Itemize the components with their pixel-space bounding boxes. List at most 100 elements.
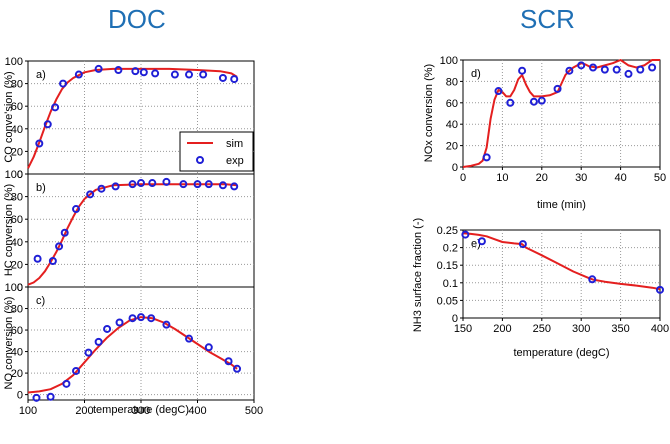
no-panel-label: c) — [36, 295, 45, 307]
nh3-exp-point — [477, 237, 486, 246]
no-exp-point — [185, 334, 194, 343]
nox-exp-point — [589, 63, 598, 72]
co-sim-line — [27, 67, 238, 169]
nh3-panel-label: e) — [471, 238, 481, 250]
nox-panel-label: d) — [471, 68, 481, 80]
hc-exp-point — [148, 179, 157, 188]
nh3-xtick-label: 250 — [533, 323, 551, 335]
hc-exp-point — [218, 181, 227, 190]
no-exp-point — [94, 337, 103, 346]
co-exp-point — [114, 66, 123, 75]
nox-ytick-label: 0 — [452, 162, 458, 174]
no-exp-point — [224, 357, 233, 366]
no-exp-point — [103, 324, 112, 333]
hc-exp-point — [72, 205, 81, 214]
nox-sim-line — [462, 59, 660, 168]
hc-ytick-label: 0 — [17, 282, 23, 294]
nox-ytick-label: 80 — [446, 76, 458, 88]
nox-exp-point — [494, 87, 503, 96]
co-exp-point — [94, 64, 103, 73]
nox-exp-point — [565, 66, 574, 75]
co-panel-label: a) — [36, 69, 46, 81]
hc-ylabel: HC conversion (%) — [3, 184, 15, 276]
hc-exp-point — [128, 180, 137, 189]
co-ytick-label: 40 — [11, 124, 23, 136]
no-ytick-label: 80 — [11, 304, 23, 316]
legend-exp-swatch — [196, 156, 204, 164]
nox-exp-point — [600, 65, 609, 74]
hc-ytick-label: 60 — [11, 214, 23, 226]
hc-panel-label: b) — [36, 182, 46, 194]
no-ytick-label: 60 — [11, 325, 23, 337]
nox-ytick-label: 20 — [446, 141, 458, 153]
scr-heading: SCR — [520, 4, 575, 34]
hc-exp-point — [230, 182, 239, 191]
no-ytick-label: 100 — [5, 282, 23, 294]
hc-exp-point — [97, 184, 106, 193]
nh3-xtick-label: 350 — [611, 323, 629, 335]
no-xtick-label: 300 — [132, 405, 150, 417]
no-ytick-label: 40 — [11, 347, 23, 359]
nh3-ylabel: NH3 surface fraction (-) — [412, 218, 424, 332]
no-exp-point — [162, 320, 171, 329]
legend-box — [179, 131, 254, 172]
no-exp-point — [72, 366, 81, 375]
nh3-xlabel: temperature (degC) — [514, 347, 610, 359]
nh3-xtick-label: 400 — [651, 323, 669, 335]
nox-ytick-label: 40 — [446, 119, 458, 131]
nox-exp-point — [482, 153, 491, 162]
co-ytick-label: 80 — [11, 79, 23, 91]
co-ytick-label: 100 — [5, 56, 23, 68]
co-exp-point — [218, 73, 227, 82]
nox-ylabel: NOx conversion (%) — [423, 64, 435, 162]
hc-exp-point — [179, 180, 188, 189]
hc-exp-point — [55, 242, 64, 251]
nox-xtick-label: 20 — [536, 172, 548, 184]
co-ytick-label: 20 — [11, 146, 23, 158]
co-exp-point — [230, 75, 239, 84]
nox-exp-point — [624, 69, 633, 78]
nox-xtick-label: 50 — [654, 172, 666, 184]
no-exp-point — [62, 379, 71, 388]
nh3-exp-point — [656, 285, 664, 294]
hc-ytick-label: 20 — [11, 259, 23, 271]
nh3-xtick-label: 150 — [454, 323, 472, 335]
nox-xlabel: time (min) — [537, 199, 586, 211]
co-exp-point — [51, 103, 60, 112]
nox-exp-point — [612, 65, 621, 74]
hc-exp-point — [60, 228, 69, 237]
nh3-xtick-label: 200 — [493, 323, 511, 335]
co-exp-point — [139, 68, 148, 77]
hc-exp-point — [48, 257, 57, 266]
no-ytick-label: 20 — [11, 368, 23, 380]
co-ytick-label: 0 — [17, 169, 23, 181]
no-ytick-label: 0 — [17, 390, 23, 402]
no-exp-point — [46, 392, 55, 401]
hc-exp-point — [137, 179, 145, 188]
no-xtick-label: 500 — [245, 405, 263, 417]
nh3-ytick-label: 0 — [452, 313, 458, 325]
nox-xtick-label: 0 — [460, 172, 466, 184]
nox-exp-point — [636, 65, 645, 74]
co-exp-point — [199, 70, 208, 79]
nox-exp-point — [537, 96, 546, 105]
nh3-ytick-label: 0.25 — [437, 225, 458, 237]
hc-exp-point — [204, 180, 213, 189]
no-exp-point — [147, 314, 156, 323]
nox-exp-point — [648, 63, 657, 72]
nh3-ytick-label: 0.1 — [443, 278, 458, 290]
nh3-xtick-label: 300 — [572, 323, 590, 335]
hc-ytick-label: 40 — [11, 237, 23, 249]
no-exp-point — [84, 348, 93, 357]
no-exp-point — [204, 343, 213, 352]
co-exp-point — [170, 70, 179, 79]
nh3-plot-frame — [462, 229, 661, 319]
hc-exp-point — [111, 182, 120, 191]
hc-exp-point — [33, 254, 42, 263]
hc-ytick-label: 80 — [11, 192, 23, 204]
hc-ytick-label: 100 — [5, 169, 23, 181]
co-ytick-label: 60 — [11, 101, 23, 113]
nox-exp-point — [506, 98, 515, 107]
nox-exp-point — [529, 97, 538, 106]
